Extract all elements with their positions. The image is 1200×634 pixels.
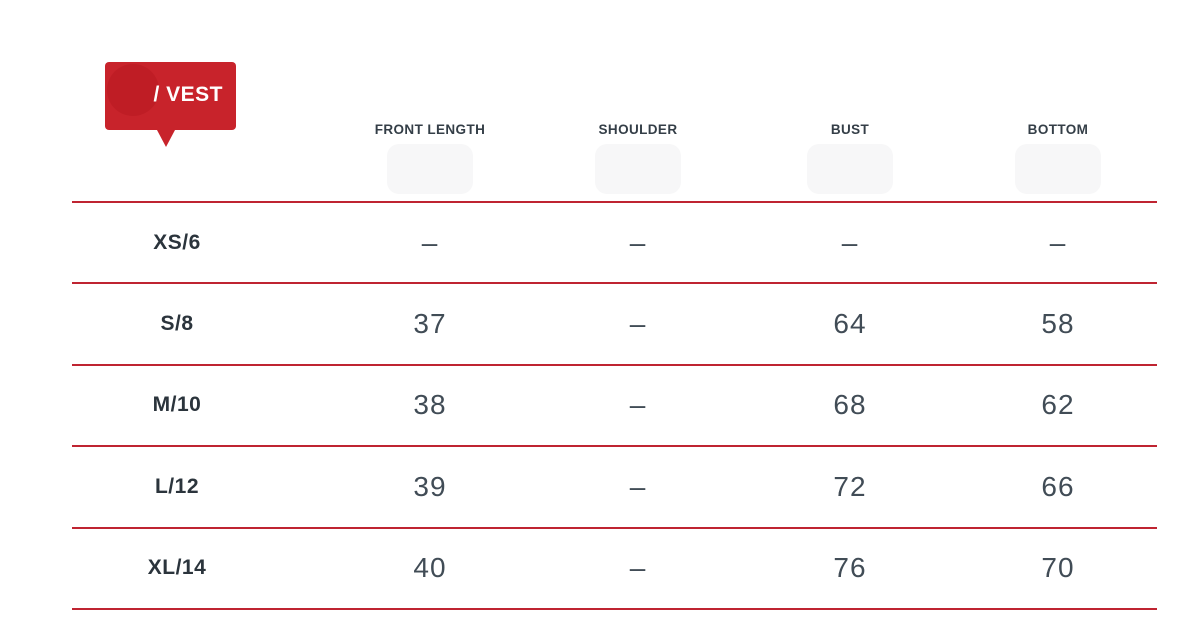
header-placeholder-blob bbox=[387, 144, 473, 194]
measurement-value: – bbox=[629, 308, 647, 340]
measurement-value: – bbox=[841, 226, 859, 258]
measurement-value: – bbox=[629, 389, 647, 421]
measurement-value: 40 bbox=[413, 552, 447, 584]
measurement-value: 70 bbox=[1041, 552, 1075, 584]
measurement-value: 72 bbox=[833, 470, 867, 502]
column-header-bottom: BOTTOM bbox=[1027, 122, 1089, 137]
measurement-value: 66 bbox=[1041, 470, 1075, 502]
size-label: XL/14 bbox=[147, 556, 207, 580]
measurement-value: – bbox=[629, 470, 647, 502]
size-label: S/8 bbox=[160, 312, 194, 336]
size-label: XS/6 bbox=[153, 230, 201, 254]
header-placeholder-blob bbox=[1015, 144, 1101, 194]
table-row: S/8 37 – 64 58 bbox=[72, 284, 1157, 366]
measurement-value: – bbox=[629, 552, 647, 584]
column-header-shoulder: SHOULDER bbox=[598, 122, 678, 137]
column-header-bust: BUST bbox=[830, 122, 870, 137]
measurement-value: – bbox=[421, 226, 439, 258]
header-placeholder-blob bbox=[807, 144, 893, 194]
column-header-front-length: FRONT LENGTH bbox=[374, 122, 486, 137]
measurement-value: 38 bbox=[413, 389, 447, 421]
measurement-value: 64 bbox=[833, 308, 867, 340]
badge-pointer-icon bbox=[157, 130, 175, 147]
brand-circle-icon bbox=[107, 64, 159, 116]
measurement-value: 58 bbox=[1041, 308, 1075, 340]
measurement-value: 37 bbox=[413, 308, 447, 340]
size-label: L/12 bbox=[154, 474, 200, 498]
measurement-value: 39 bbox=[413, 470, 447, 502]
table-row: M/10 38 – 68 62 bbox=[72, 366, 1157, 448]
header-placeholder-blob bbox=[595, 144, 681, 194]
measurement-value: 68 bbox=[833, 389, 867, 421]
measurement-value: 76 bbox=[833, 552, 867, 584]
table-row: XL/14 40 – 76 70 bbox=[72, 529, 1157, 610]
size-table: XS/6 – – – – S/8 37 – 64 58 M/10 38 – 68 62 L/12 39 – 72 66… bbox=[72, 201, 1157, 610]
measurement-value: – bbox=[1049, 226, 1067, 258]
size-label: M/10 bbox=[152, 393, 202, 417]
measurement-value: 62 bbox=[1041, 389, 1075, 421]
table-row: L/12 39 – 72 66 bbox=[72, 447, 1157, 529]
measurement-value: – bbox=[629, 226, 647, 258]
table-header-row: FRONT LENGTH SHOULDER BUST BOTTOM bbox=[72, 122, 1157, 144]
vest-tab-badge: / VEST bbox=[105, 62, 236, 147]
table-row: XS/6 – – – – bbox=[72, 203, 1157, 285]
badge-label: / VEST bbox=[153, 83, 223, 106]
